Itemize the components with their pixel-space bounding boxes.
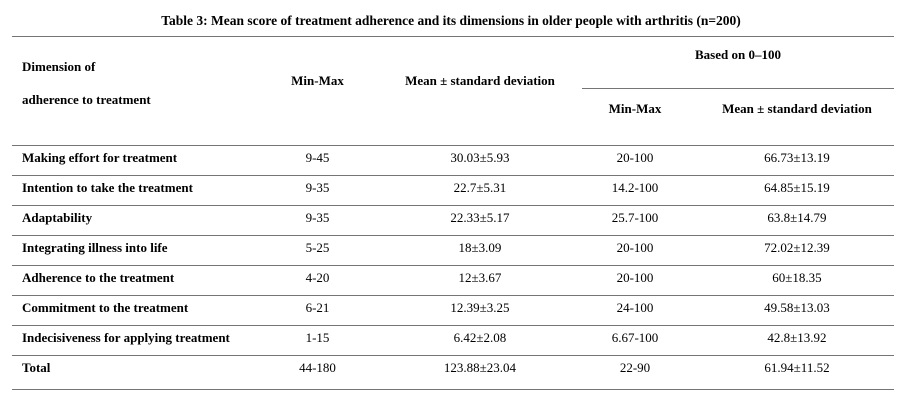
cell-min-max: 4-20 [305,270,330,285]
cell-dimension-label: Making effort for treatment [22,150,178,165]
column-header-dimension: Dimension of adherence to treatment [22,60,151,106]
cell-mean-sd: 12±3.67 [458,270,502,285]
cell-dimension-label: Intention to take the treatment [22,180,193,195]
cell-dimension-label: Adherence to the treatment [22,270,175,285]
table-row: Making effort for treatment 9-45 30.03±5… [12,145,894,175]
cell-based-mean-sd: 63.8±14.79 [767,210,827,225]
cell-min-max: 44-180 [299,360,336,375]
cell-based-min-max: 20-100 [616,270,654,285]
caption-divider [12,36,894,37]
cell-mean-sd: 6.42±2.08 [453,330,507,345]
cell-based-min-max: 20-100 [616,150,654,165]
cell-min-max: 9-35 [305,180,330,195]
cell-mean-sd: 30.03±5.93 [450,150,510,165]
cell-min-max: 9-45 [305,150,330,165]
cell-mean-sd: 18±3.09 [458,240,502,255]
table-row: Adherence to the treatment 4-20 12±3.67 … [12,265,894,295]
table-row: Commitment to the treatment 6-21 12.39±3… [12,295,894,325]
cell-min-max: 6-21 [305,300,330,315]
cell-based-min-max: 22-90 [619,360,651,375]
cell-dimension-label: Total [22,360,51,375]
cell-based-mean-sd: 66.73±13.19 [764,150,830,165]
table-row-total: Total 44-180 123.88±23.04 22-90 61.94±11… [12,355,894,390]
table-caption: Table 3: Mean score of treatment adheren… [161,13,741,28]
column-group-header-based-on-0-100: Based on 0–100 [695,47,781,62]
cell-based-mean-sd: 61.94±11.52 [764,360,830,375]
cell-based-min-max: 20-100 [616,240,654,255]
based-on-group-divider [582,88,894,89]
cell-based-mean-sd: 60±18.35 [772,270,822,285]
table-row: Intention to take the treatment 9-35 22.… [12,175,894,205]
cell-dimension-label: Adaptability [22,210,93,225]
cell-mean-sd: 123.88±23.04 [443,360,517,375]
column-header-based-mean-sd: Mean ± standard deviation [722,101,872,116]
cell-min-max: 5-25 [305,240,330,255]
column-header-based-min-max: Min-Max [608,101,662,116]
cell-based-mean-sd: 49.58±13.03 [764,300,830,315]
column-header-mean-sd: Mean ± standard deviation [405,73,555,88]
cell-based-mean-sd: 72.02±12.39 [764,240,830,255]
cell-mean-sd: 12.39±3.25 [450,300,510,315]
table-row: Adaptability 9-35 22.33±5.17 25.7-100 63… [12,205,894,235]
cell-mean-sd: 22.33±5.17 [450,210,510,225]
cell-dimension-label: Integrating illness into life [22,240,168,255]
dimension-header-line2: adherence to treatment [22,92,151,107]
cell-dimension-label: Commitment to the treatment [22,300,189,315]
cell-based-min-max: 25.7-100 [611,210,659,225]
column-header-min-max: Min-Max [291,73,344,88]
cell-based-min-max: 24-100 [616,300,654,315]
cell-min-max: 1-15 [305,330,330,345]
cell-mean-sd: 22.7±5.31 [453,180,507,195]
cell-based-mean-sd: 64.85±15.19 [764,180,830,195]
table-row: Integrating illness into life 5-25 18±3.… [12,235,894,265]
cell-dimension-label: Indecisiveness for applying treatment [22,330,230,345]
cell-based-min-max: 6.67-100 [611,330,659,345]
adherence-table: Dimension of adherence to treatment Min-… [12,36,894,390]
dimension-header-line1: Dimension of [22,59,96,74]
table-row: Indecisiveness for applying treatment 1-… [12,325,894,355]
table-header: Dimension of adherence to treatment Min-… [12,37,894,145]
cell-min-max: 9-35 [305,210,330,225]
cell-based-min-max: 14.2-100 [611,180,659,195]
cell-based-mean-sd: 42.8±13.92 [767,330,827,345]
